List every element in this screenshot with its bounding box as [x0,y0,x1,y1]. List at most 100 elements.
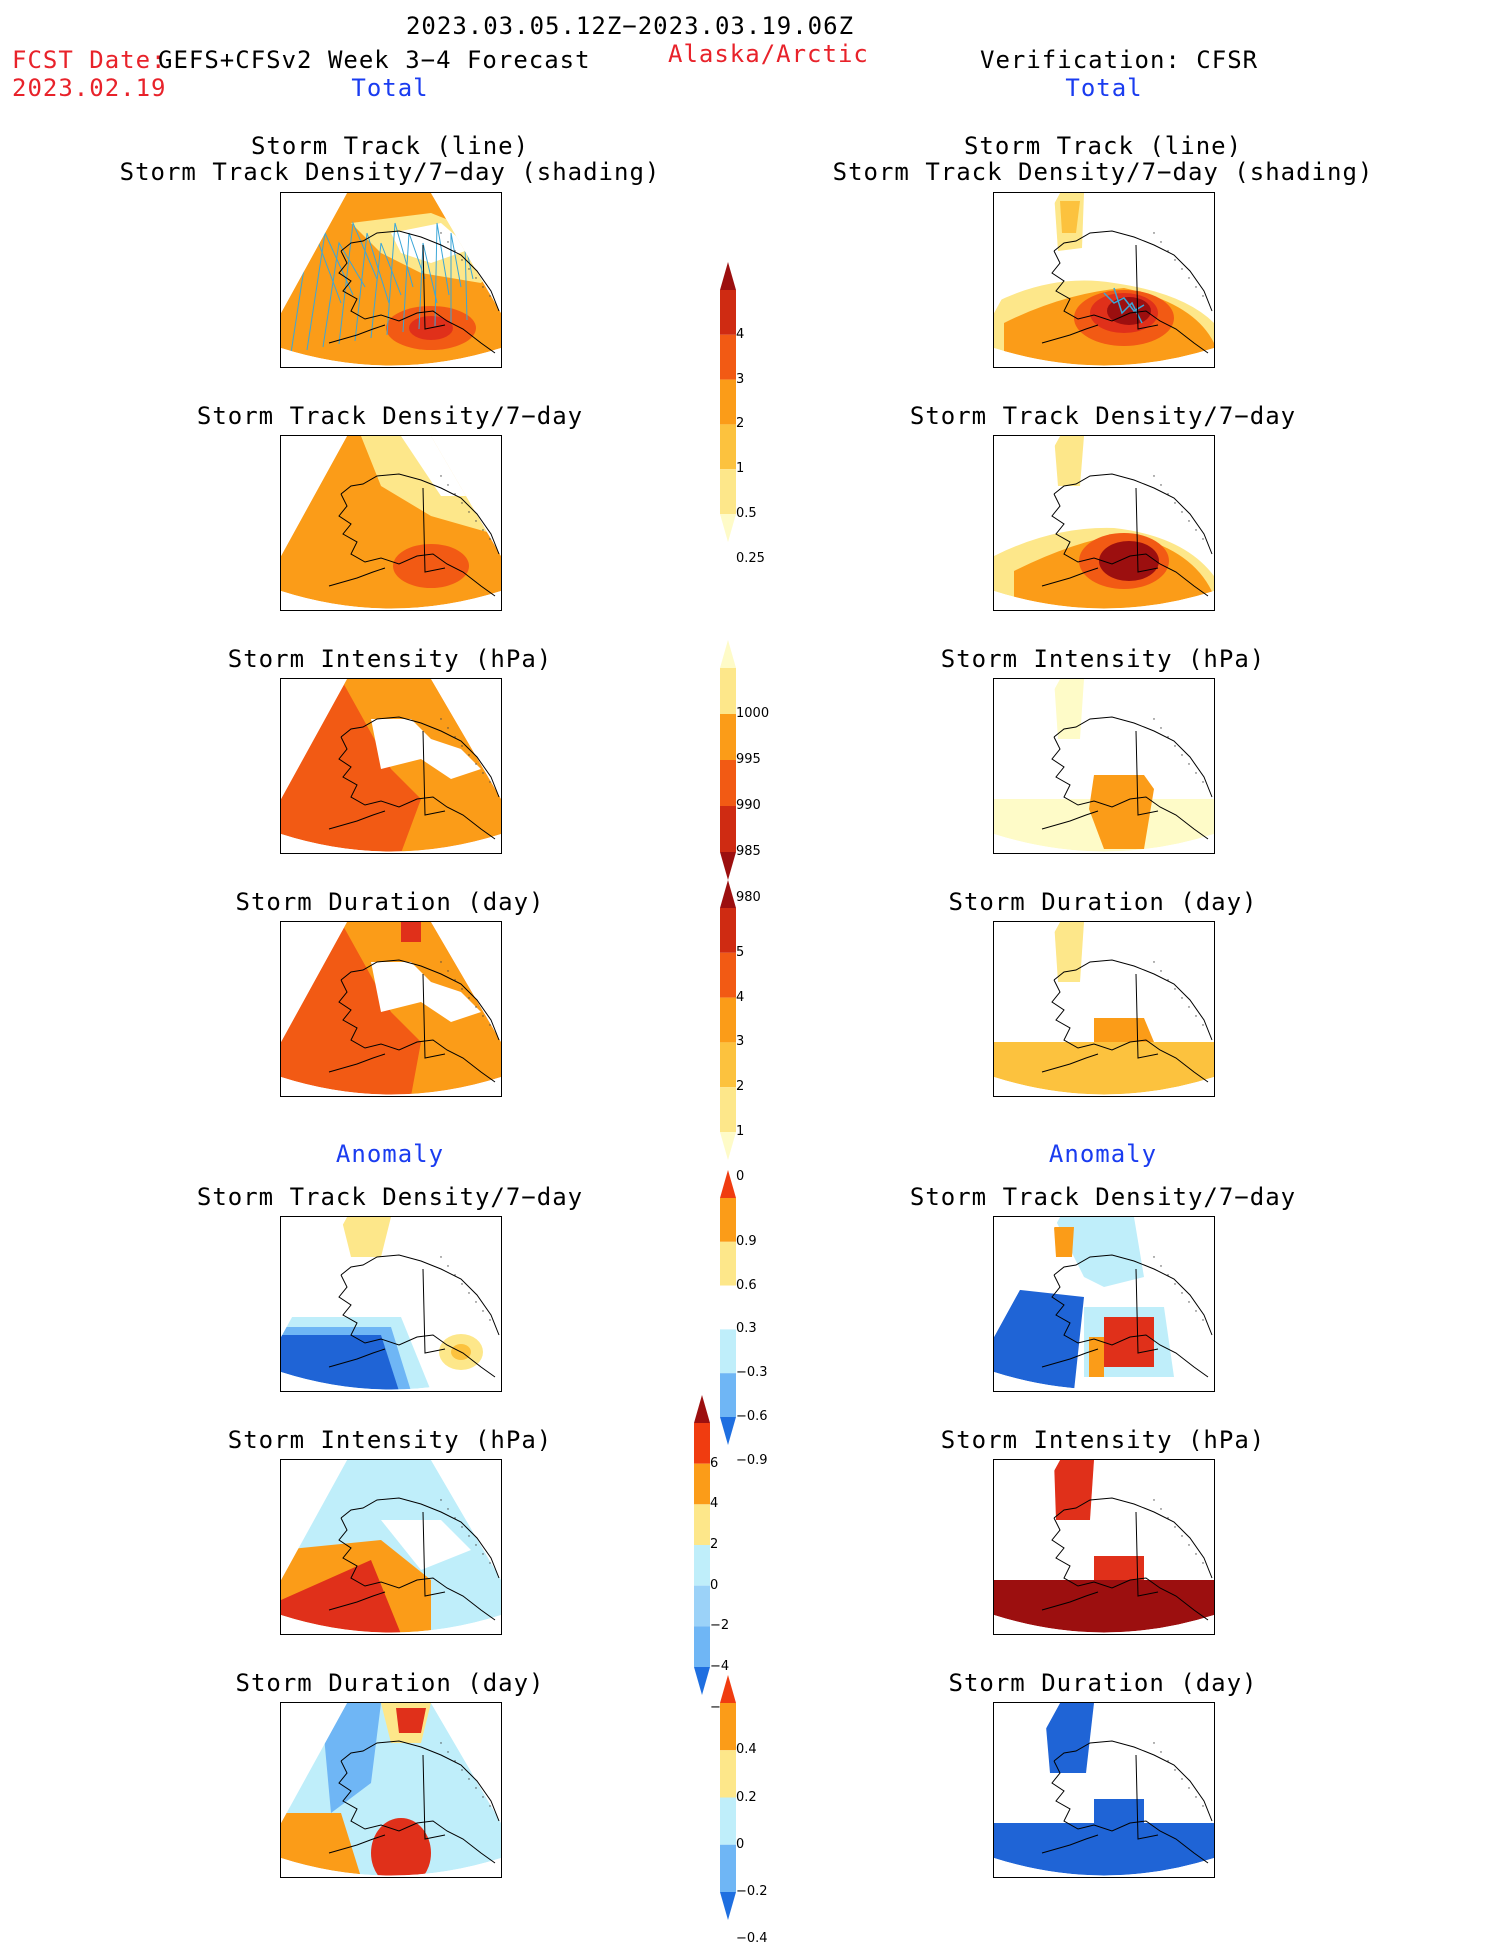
lat-dot [454,1517,456,1519]
shade-region [401,922,421,942]
colorbar-segment [720,997,736,1043]
colorbar-segment [720,1373,736,1417]
shade-region [994,1580,1214,1633]
colorbar-tick-label: 0 [736,1836,745,1852]
colorbar-segment [720,668,736,714]
shade-region [1054,922,1084,982]
lat-dot [1188,277,1190,279]
aleutian-chain [1041,1053,1099,1073]
border-line [1135,1511,1159,1597]
lat-dot [475,1787,477,1789]
lat-dot [1174,745,1176,747]
lat-dot [489,295,491,297]
coastline [1053,716,1213,798]
lat-dot [1188,1544,1190,1546]
storm-track-line [322,241,366,348]
domain-mask [281,679,501,853]
colorbar-segment [694,1423,710,1464]
coastline-south [338,250,496,354]
colorbar-tick-label: 4 [736,326,745,342]
map-domain [994,1460,1214,1633]
map-left-density-anom [280,1216,502,1392]
verification-label: Verification: CFSR [980,46,1259,74]
shade-region [393,544,469,588]
lat-dot [468,1778,470,1780]
aleutian-chain [328,567,386,587]
aleutian-chain [328,1834,386,1854]
lat-dot [1167,736,1169,738]
coastline-south [1051,493,1209,597]
map-left-intensity [280,678,502,854]
map-left-duration [280,921,502,1097]
shade-region [1060,201,1080,233]
colorbar-tick-label: 2 [736,416,745,432]
lat-dot [482,1310,484,1312]
right-title-duration-anom: Storm Duration (day) [948,1669,1258,1697]
aleutian-chain [328,1348,386,1368]
map-left-duration-anom [280,1702,502,1878]
shade-region [1104,1317,1154,1367]
date-range-title: 2023.03.05.12Z−2023.03.19.06Z [405,12,855,40]
lat-dot [461,1283,463,1285]
shade-region [1094,1018,1154,1042]
coastline [1053,230,1213,312]
lat-dot [447,241,449,243]
right-title-intensity: Storm Intensity (hPa) [940,645,1266,673]
coastline [340,1497,500,1579]
colorbar-tick-label: 3 [736,371,745,387]
colorbar-tick-label: 0 [710,1577,719,1593]
aleutian-chain [1041,324,1099,344]
map-right-intensity-anom [993,1459,1215,1635]
lat-dot [1181,997,1183,999]
left-title-density-anom: Storm Track Density/7−day [196,1183,584,1211]
map-right-duration [993,921,1215,1097]
right-title-track-shading: Storm Track Density/7−day (shading) [832,158,1374,186]
lat-dot [482,772,484,774]
lat-dot [1153,1742,1155,1744]
lat-dot [1153,475,1155,477]
coastline [1053,1740,1213,1822]
lat-dot [1188,1006,1190,1008]
lat-dot [1202,781,1204,783]
lat-dot [461,1769,463,1771]
coastline-south [1051,250,1209,354]
map-left-intensity-anom [280,1459,502,1635]
domain-mask [281,436,501,610]
right-anomaly-label: Anomaly [1048,1140,1158,1168]
right-title-density-anom: Storm Track Density/7−day [909,1183,1297,1211]
colorbar-top-arrow [720,1170,736,1198]
lat-dot [440,718,442,720]
map-domain [281,1460,501,1633]
lat-dot [1167,1517,1169,1519]
lat-dot [475,763,477,765]
colorbar-bottom-arrow [720,852,736,880]
colorbar-tick-label: 0.5 [736,506,757,521]
aleutian-chain [328,1053,386,1073]
map-domain [994,922,1214,1095]
lat-dot [1202,1319,1204,1321]
colorbar-segment [694,1626,710,1667]
lat-dot [1167,1760,1169,1762]
lat-dot [1195,772,1197,774]
shade-region [281,1335,399,1390]
lat-dot [447,727,449,729]
map-domain [994,436,1214,609]
shade-region [281,1813,361,1876]
right-title-duration: Storm Duration (day) [948,888,1258,916]
colorbar-segment [720,469,736,514]
coastline-south [1051,736,1209,840]
shade-region [396,1708,426,1733]
colorbar-tick-label: 980 [736,890,761,905]
colorbar-segment [720,1703,736,1751]
colorbar-tick-label: −2 [710,1618,730,1634]
left-total-label: Total [351,74,429,102]
colorbar-tick-label: 6 [710,1455,719,1471]
border-line [422,1268,446,1354]
lat-dot [1160,241,1162,243]
lat-dot [1202,1562,1204,1564]
map-right-density-anom [993,1216,1215,1392]
shade-region [381,1520,471,1570]
coastline-south [1051,1274,1209,1378]
coastline [1053,959,1213,1041]
storm-track-line [338,221,378,345]
